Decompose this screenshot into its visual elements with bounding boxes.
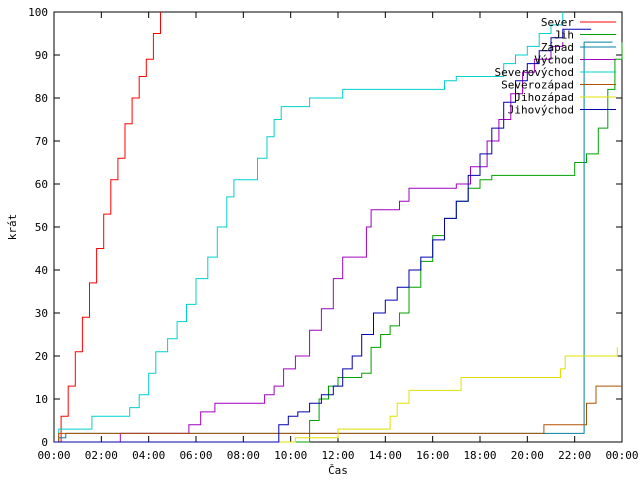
legend-label: Západ — [541, 41, 574, 54]
x-tick-label: 14:00 — [369, 449, 402, 462]
y-tick-label: 70 — [35, 135, 48, 148]
y-tick-label: 30 — [35, 307, 48, 320]
series-line-6 — [54, 385, 622, 443]
x-tick-label: 16:00 — [416, 449, 449, 462]
x-tick-label: 22:00 — [558, 449, 591, 462]
series-line-4 — [54, 42, 564, 443]
series-line-5 — [54, 12, 564, 443]
x-tick-label: 04:00 — [132, 449, 165, 462]
y-tick-label: 60 — [35, 178, 48, 191]
x-axis-label: Čas — [328, 464, 348, 477]
y-axis-ticks: 0 10 20 30 40 50 60 70 80 90 100 — [28, 6, 622, 449]
y-tick-label: 0 — [41, 436, 48, 449]
x-tick-label: 00:00 — [605, 449, 638, 462]
y-tick-label: 50 — [35, 221, 48, 234]
series-line-2 — [54, 42, 623, 443]
x-tick-label: 20:00 — [511, 449, 544, 462]
x-tick-label: 18:00 — [463, 449, 496, 462]
x-tick-label: 02:00 — [85, 449, 118, 462]
y-tick-label: 90 — [35, 49, 48, 62]
legend-label: Jihovýchod — [508, 104, 574, 117]
series-line-1 — [54, 12, 161, 443]
y-tick-label: 40 — [35, 264, 48, 277]
x-tick-label: 06:00 — [179, 449, 212, 462]
y-tick-label: 80 — [35, 92, 48, 105]
legend-label: Severozápad — [501, 79, 574, 92]
series-lines — [54, 12, 623, 443]
legend-label: Jihozápad — [514, 91, 574, 104]
y-axis-label: krát — [6, 214, 19, 241]
legend-label: Severovýchod — [495, 66, 574, 79]
y-tick-label: 20 — [35, 350, 48, 363]
legend: SeverJihZápadVýchodSeverovýchodSeverozáp… — [495, 16, 616, 117]
y-tick-label: 10 — [35, 393, 48, 406]
y-tick-label: 100 — [28, 6, 48, 19]
series-line-8 — [54, 28, 592, 443]
legend-label: Východ — [534, 54, 574, 67]
legend-label: Jih — [554, 29, 574, 42]
legend-label: Sever — [541, 16, 574, 29]
x-tick-label: 12:00 — [321, 449, 354, 462]
x-tick-label: 08:00 — [227, 449, 260, 462]
x-tick-label: 00:00 — [37, 449, 70, 462]
x-tick-label: 10:00 — [274, 449, 307, 462]
x-axis-ticks: 00:00 02:00 04:00 06:00 08:00 10:00 12:00 14:00… — [37, 12, 639, 462]
series-line-7 — [54, 347, 618, 443]
